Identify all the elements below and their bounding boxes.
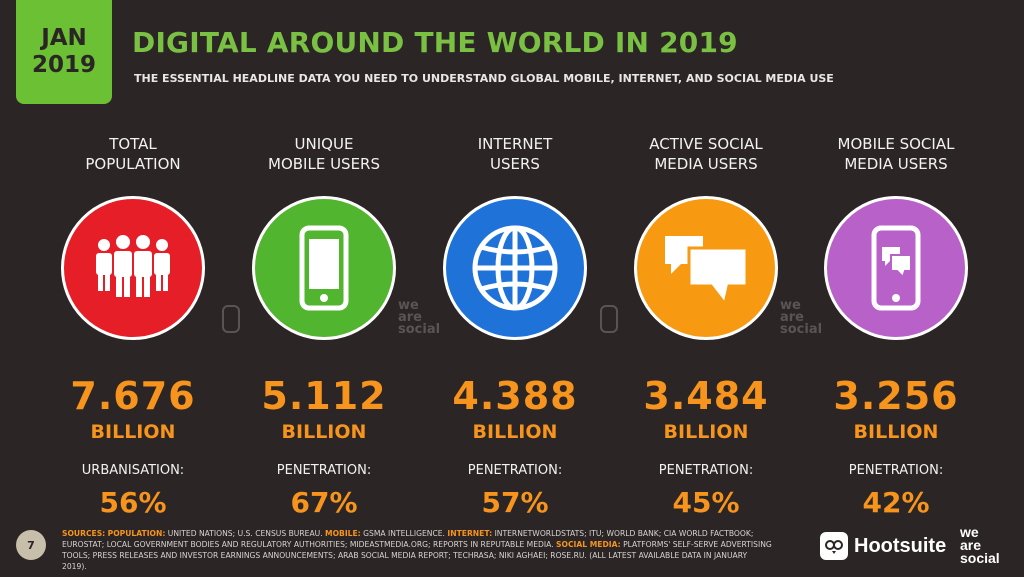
population-key: POPULATION: (107, 529, 166, 538)
stat-value: 3.484 (643, 374, 769, 418)
badge-month: JAN (41, 25, 87, 51)
stat-label: ACTIVE SOCIAL MEDIA USERS (649, 135, 763, 173)
stat-unit: BILLION (90, 421, 176, 443)
stat-unit: BILLION (853, 421, 939, 443)
watermark-line: are (398, 310, 423, 325)
mobile-key: MOBILE: (325, 529, 361, 538)
badge-year: 2019 (31, 52, 96, 78)
stat-value: 5.112 (261, 374, 387, 418)
stat-value: 4.388 (452, 374, 578, 418)
stat-sub-label: PENETRATION: (276, 463, 372, 478)
internet-key: INTERNET: (447, 529, 493, 538)
chat-bubbles-icon (634, 196, 778, 340)
stat-label: UNIQUE MOBILE USERS (268, 135, 380, 173)
watermark-line: social (780, 322, 823, 337)
stat-sub-label: URBANISATION: (81, 463, 185, 478)
stat-sub-label: PENETRATION: (467, 463, 563, 478)
stat-mobile-social-media-users: MOBILE SOCIAL MEDIA USERS 3.256 BILLION … (801, 134, 991, 520)
stat-internet-users: INTERNET USERS 4.388 BILLION PENETRATION… (420, 134, 610, 520)
watermark-line: we (780, 298, 801, 313)
stat-unit: BILLION (663, 421, 749, 443)
page-subtitle: THE ESSENTIAL HEADLINE DATA YOU NEED TO … (134, 72, 834, 85)
page-number: 7 (16, 530, 46, 560)
stat-total-population: TOTAL POPULATION 7.676 BILLION URBANISAT… (38, 134, 228, 520)
social-media-key: SOCIAL MEDIA: (556, 540, 621, 549)
stat-sub-value: 67% (290, 486, 358, 519)
stat-sub-value: 56% (99, 486, 167, 519)
we-are-social-watermark: we are social (398, 298, 441, 337)
stat-sub-value: 57% (481, 486, 549, 519)
owl-icon (820, 532, 848, 560)
stat-sub-value: 42% (862, 486, 930, 519)
mobile-phone-icon (252, 196, 396, 340)
we-are-social-logo: we are social (960, 524, 1000, 566)
mobile-chat-icon (824, 196, 968, 340)
stat-value: 7.676 (70, 374, 196, 418)
globe-icon (443, 196, 587, 340)
stat-label: TOTAL POPULATION (85, 135, 181, 173)
date-badge: JAN 2019 (16, 0, 112, 104)
hootsuite-logo: Hootsuite (820, 532, 946, 560)
watermark-line: we (398, 298, 419, 313)
hootsuite-wordmark: Hootsuite (854, 534, 947, 557)
page-title: DIGITAL AROUND THE WORLD IN 2019 (132, 26, 738, 59)
mobile-sources: GSMA INTELLIGENCE. (363, 529, 445, 538)
people-icon (61, 196, 205, 340)
owl-watermark-icon (222, 305, 240, 333)
watermark-line: are (780, 310, 805, 325)
stat-unit: BILLION (281, 421, 367, 443)
stat-sub-value: 45% (672, 486, 740, 519)
stat-active-social-media-users: ACTIVE SOCIAL MEDIA USERS 3.484 BILLION … (611, 134, 801, 520)
stat-label: INTERNET USERS (477, 135, 553, 173)
population-sources: UNITED NATIONS; U.S. CENSUS BUREAU. (167, 529, 323, 538)
social-media-sources: PLATFORMS' SELF-SERVE ADVERTISING TOOLS;… (62, 540, 772, 571)
logo-line: we (960, 524, 979, 540)
internet-sources: INTERNETWORLDSTATS; ITU; WORLD BANK; CIA… (62, 529, 754, 549)
stat-unit: BILLION (472, 421, 558, 443)
sources-key: SOURCES: (62, 529, 106, 538)
stat-label: MOBILE SOCIAL MEDIA USERS (837, 135, 955, 173)
owl-watermark-icon (600, 305, 618, 333)
watermark-line: social (398, 322, 441, 337)
stat-sub-label: PENETRATION: (848, 463, 944, 478)
sources-text: SOURCES: POPULATION: UNITED NATIONS; U.S… (62, 528, 774, 572)
we-are-social-watermark: we are social (780, 298, 823, 337)
stat-unique-mobile-users: UNIQUE MOBILE USERS 5.112 BILLION PENETR… (229, 134, 419, 520)
logo-line: are (960, 537, 982, 553)
logo-line: social (960, 550, 1000, 566)
stat-sub-label: PENETRATION: (658, 463, 754, 478)
stat-value: 3.256 (833, 374, 959, 418)
